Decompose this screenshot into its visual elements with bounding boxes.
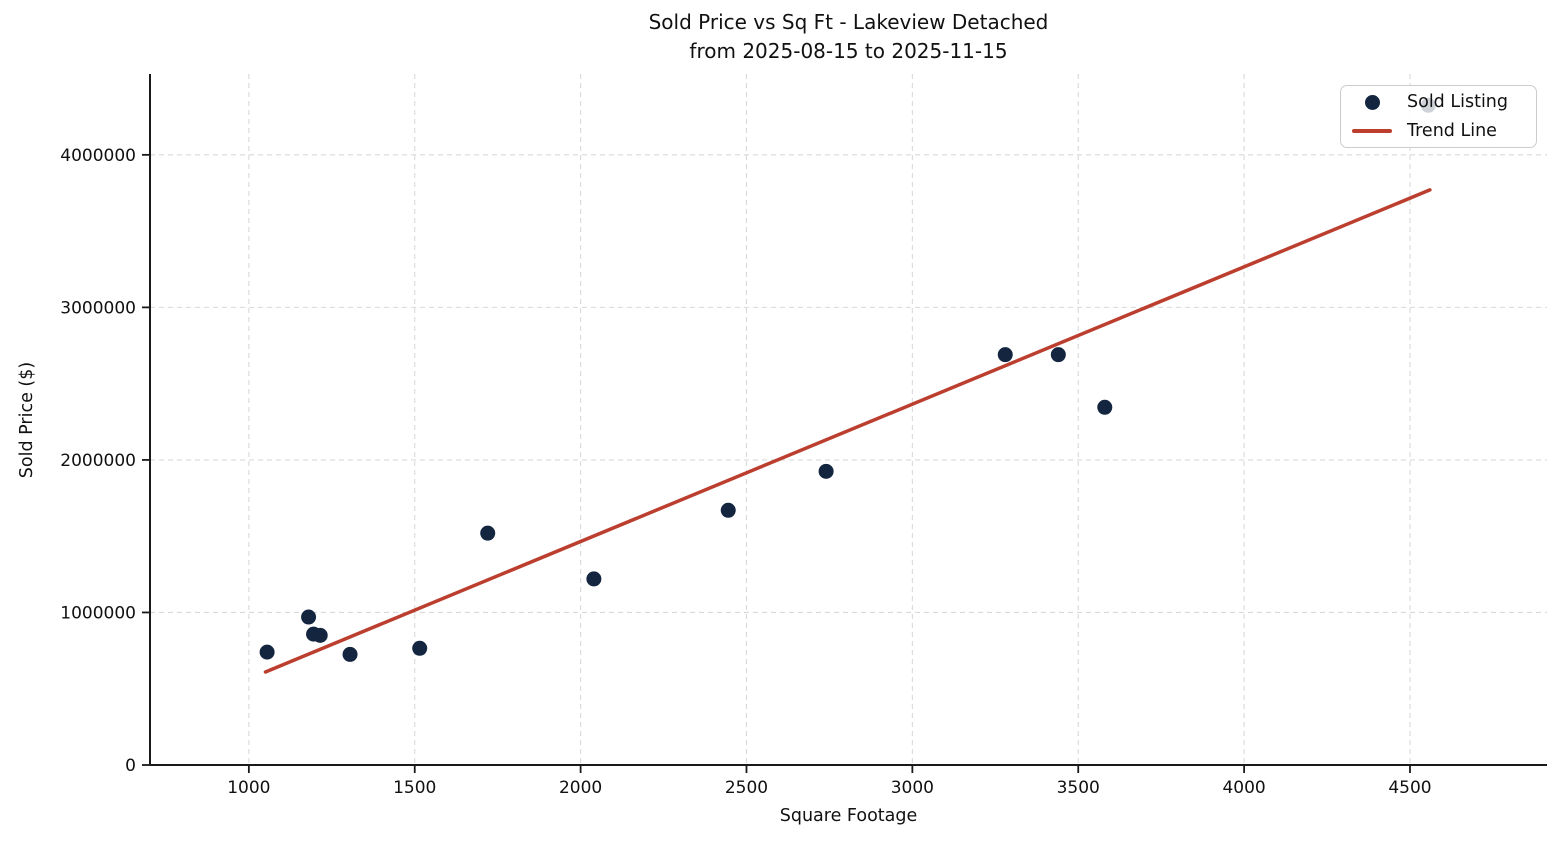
svg-text:1000: 1000	[227, 778, 270, 798]
svg-text:4500: 4500	[1388, 778, 1431, 798]
svg-text:4000: 4000	[1222, 778, 1265, 798]
legend-label-trend-line: Trend Line	[1407, 120, 1497, 141]
svg-text:3000000: 3000000	[60, 298, 136, 318]
legend-item-trend-line: Trend Line	[1351, 119, 1526, 144]
chart-title: Sold Price vs Sq Ft - Lakeview Detached	[648, 10, 1049, 34]
legend-swatch	[1351, 128, 1393, 133]
svg-text:3000: 3000	[891, 778, 934, 798]
legend-item-sold-listing: Sold Listing	[1351, 90, 1526, 115]
svg-text:0: 0	[125, 756, 136, 776]
svg-text:2000000: 2000000	[60, 451, 136, 471]
legend: Sold Listing Trend Line	[1340, 85, 1537, 148]
scatter-marker-icon	[1364, 94, 1380, 110]
legend-swatch	[1351, 94, 1393, 110]
legend-label-sold-listing: Sold Listing	[1407, 92, 1509, 113]
svg-text:1000000: 1000000	[60, 603, 136, 623]
svg-text:3500: 3500	[1057, 778, 1100, 798]
y-axis-label: Sold Price ($)	[17, 361, 37, 479]
svg-text:4000000: 4000000	[60, 146, 136, 166]
svg-text:2000: 2000	[559, 778, 602, 798]
trend-line-icon	[1352, 128, 1392, 133]
svg-text:2500: 2500	[725, 778, 768, 798]
x-axis-label: Square Footage	[779, 806, 918, 826]
chart-subtitle: from 2025-08-15 to 2025-11-15	[689, 39, 1008, 63]
svg-text:1500: 1500	[393, 778, 436, 798]
